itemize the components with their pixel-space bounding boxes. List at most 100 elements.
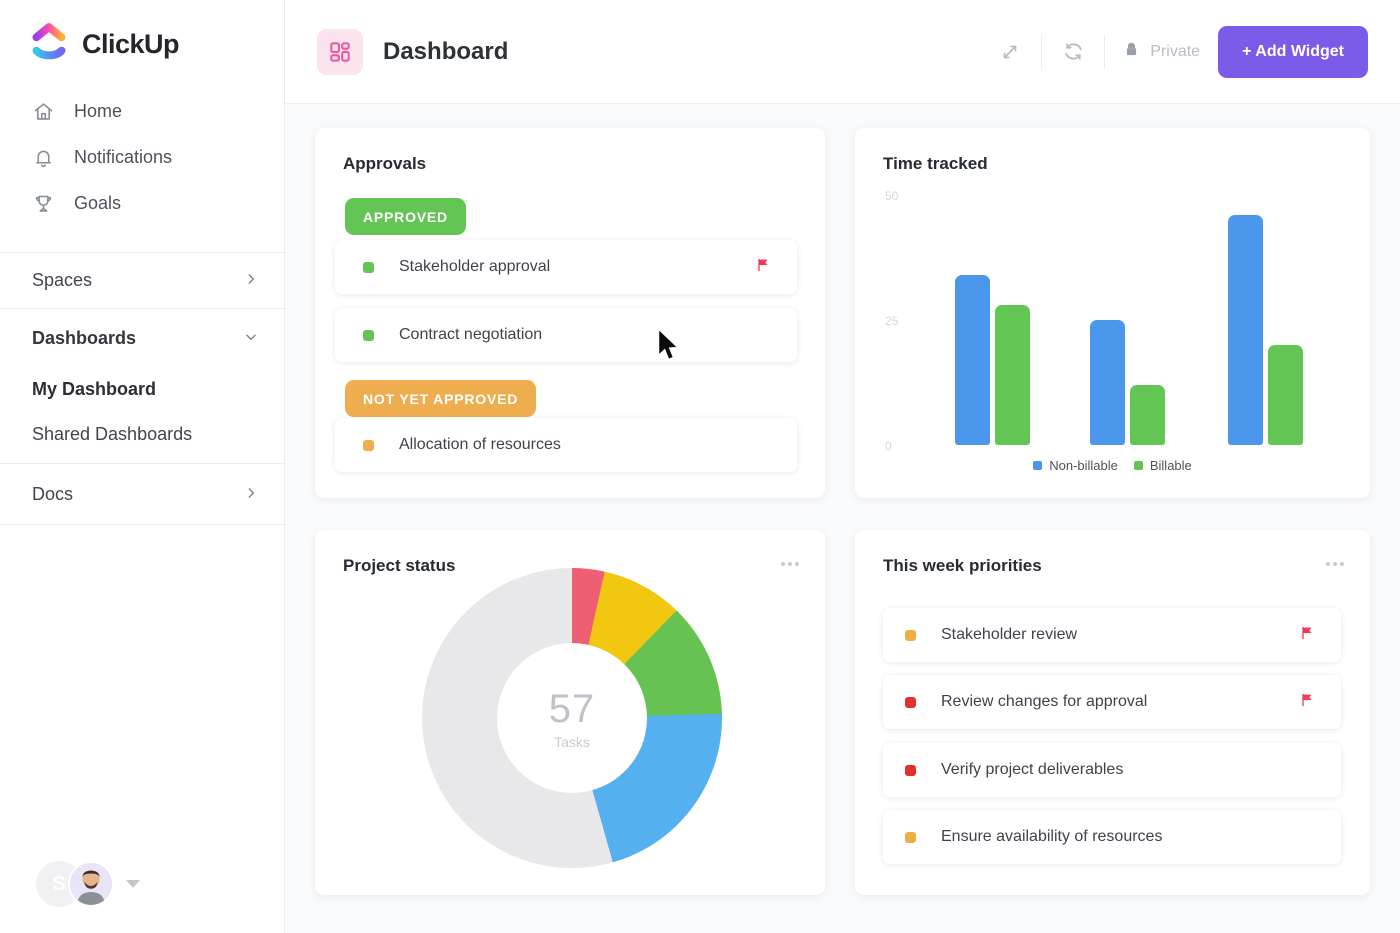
clickup-logo[interactable]: ClickUp (0, 0, 284, 88)
sidebar-section-docs[interactable]: Docs (0, 464, 284, 524)
divider (0, 308, 284, 309)
chevron-down-icon (244, 328, 258, 349)
task-title: Allocation of resources (399, 436, 561, 453)
chevron-right-icon (244, 484, 258, 505)
avatar-dropdown-caret[interactable] (126, 880, 140, 888)
status-badge-approved[interactable]: APPROVED (345, 198, 466, 235)
priority-flag-icon[interactable] (1299, 692, 1315, 713)
sidebar: ClickUp Home Notifications Goals (0, 0, 285, 933)
bar-billable (995, 305, 1030, 445)
add-widget-button[interactable]: + Add Widget (1218, 25, 1368, 78)
divider (0, 252, 284, 253)
legend-label: Billable (1149, 458, 1192, 473)
legend-swatch-billable (1133, 461, 1143, 470)
section-label: Docs (32, 483, 74, 504)
sidebar-item-my-dashboard[interactable]: My Dashboard (0, 367, 284, 412)
task-title: Contract negotiation (399, 326, 543, 343)
privacy-control[interactable]: Private (1123, 41, 1200, 63)
bar-chart (940, 195, 1335, 445)
bar-non-billable (955, 275, 990, 445)
widget-title: This week priorities (883, 556, 1042, 575)
main-area: Dashboard Private + Add Widget (285, 0, 1400, 933)
task-status-icon (905, 629, 916, 641)
sidebar-item-goals[interactable]: Goals (0, 180, 284, 226)
sidebar-item-label: Notifications (74, 146, 173, 167)
project-status-widget: Project status 57 Tasks (315, 530, 825, 895)
task-row[interactable]: Stakeholder approval (335, 240, 797, 294)
widget-title: Approvals (343, 154, 427, 173)
task-row[interactable]: Contract negotiation (335, 308, 797, 362)
divider (0, 524, 284, 525)
y-axis-tick: 50 (885, 189, 899, 203)
bar-billable (1130, 385, 1165, 445)
bar-billable (1268, 345, 1303, 445)
bell-icon (32, 146, 54, 168)
status-badge-not-yet-approved[interactable]: NOT YET APPROVED (345, 380, 537, 417)
legend-item: Non-billable (1033, 458, 1118, 473)
y-axis-tick: 0 (885, 439, 892, 453)
sidebar-item-home[interactable]: Home (0, 88, 284, 134)
section-label: Dashboards (32, 327, 137, 348)
sidebar-item-label: Goals (74, 192, 122, 213)
task-status-icon (363, 261, 374, 273)
dashboard-content: Approvals APPROVED Stakeholder approval … (285, 104, 1400, 933)
approvals-widget: Approvals APPROVED Stakeholder approval … (315, 128, 825, 498)
clickup-logo-icon (30, 20, 68, 69)
expand-icon[interactable] (997, 39, 1023, 65)
widget-title: Project status (343, 556, 456, 575)
legend-swatch-non-billable (1033, 461, 1043, 470)
task-row[interactable]: Review changes for approval (883, 675, 1341, 729)
task-status-icon (363, 439, 374, 451)
priorities-widget: This week priorities Stakeholder review … (855, 530, 1370, 895)
sidebar-item-notifications[interactable]: Notifications (0, 134, 284, 180)
bar-group (955, 275, 1030, 445)
chart-legend: Non-billable Billable (855, 458, 1370, 473)
legend-item: Billable (1133, 458, 1192, 473)
section-label: Spaces (32, 270, 93, 290)
donut-chart: 57 Tasks (422, 568, 722, 868)
user-avatar (68, 861, 114, 907)
sidebar-section-spaces[interactable]: Spaces (0, 253, 284, 308)
bar-group (1228, 215, 1303, 445)
task-status-icon (905, 696, 916, 708)
sidebar-item-label: My Dashboard (32, 379, 157, 399)
priority-flag-icon[interactable] (1299, 625, 1315, 646)
refresh-icon[interactable] (1060, 39, 1086, 65)
task-row[interactable]: Allocation of resources (335, 418, 797, 472)
sidebar-item-label: Shared Dashboards (32, 424, 193, 444)
task-title: Stakeholder approval (399, 258, 551, 275)
task-row[interactable]: Verify project deliverables (883, 743, 1341, 797)
task-row[interactable]: Stakeholder review (883, 608, 1341, 662)
sidebar-section-dashboards[interactable]: Dashboards (0, 309, 284, 367)
chevron-right-icon (244, 270, 258, 291)
task-title: Stakeholder review (941, 626, 1078, 643)
donut-center: 57 Tasks (497, 643, 647, 793)
task-status-icon (905, 764, 916, 776)
priority-flag-icon[interactable] (755, 257, 771, 278)
bar-group (1090, 320, 1165, 445)
privacy-label: Private (1150, 42, 1201, 60)
task-status-icon (905, 831, 916, 843)
task-title: Verify project deliverables (941, 761, 1124, 778)
trophy-icon (32, 192, 54, 214)
more-options-icon[interactable] (1326, 556, 1344, 566)
task-row[interactable]: Ensure availability of resources (883, 810, 1341, 864)
more-options-icon[interactable] (781, 556, 799, 566)
sidebar-nav: Home Notifications Goals (0, 88, 284, 226)
divider (1041, 34, 1043, 69)
task-status-icon (363, 329, 374, 341)
legend-label: Non-billable (1049, 458, 1118, 473)
tasks-count: 57 (548, 686, 596, 731)
task-title: Review changes for approval (941, 693, 1148, 710)
bar-non-billable (1228, 215, 1263, 445)
task-title: Ensure availability of resources (941, 828, 1163, 845)
user-avatar-cluster[interactable]: S (36, 861, 140, 907)
divider (0, 463, 284, 464)
y-axis-tick: 25 (885, 314, 899, 328)
lock-icon (1123, 41, 1140, 63)
page-header: Dashboard Private + Add Widget (285, 0, 1400, 104)
time-tracked-widget: Time tracked 50 25 0 Non-billable Billab… (855, 128, 1370, 498)
home-icon (32, 100, 54, 122)
sidebar-item-shared-dashboards[interactable]: Shared Dashboards (0, 412, 284, 457)
